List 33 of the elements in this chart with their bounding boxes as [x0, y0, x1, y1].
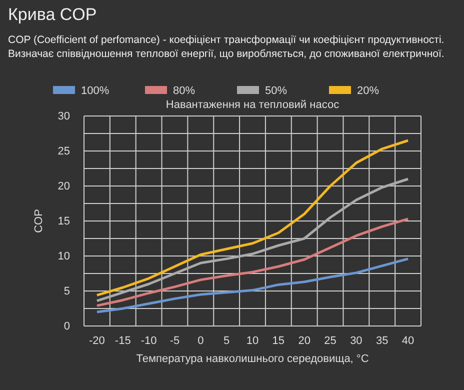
y-tick-label: 5	[64, 286, 70, 298]
x-tick-label: -10	[140, 334, 157, 347]
y-tick-label: 30	[58, 110, 70, 123]
line-series	[96, 258, 410, 314]
x-tick-label: 30	[350, 334, 362, 347]
x-tick-label: 15	[272, 334, 285, 347]
y-tick-label: 0	[64, 320, 70, 333]
legend-label: 20%	[357, 85, 380, 97]
line-series	[96, 139, 410, 296]
x-tick-label: -15	[114, 334, 131, 347]
y-tick-label: 25	[58, 146, 70, 158]
legend-label: 100%	[81, 85, 110, 97]
line-series	[96, 218, 410, 307]
x-tick-label: 40	[402, 334, 414, 347]
x-tick-label: 10	[246, 334, 259, 347]
x-tick-label: 35	[376, 334, 388, 347]
y-tick-label: 10	[58, 250, 70, 263]
x-tick-label: 5	[224, 334, 230, 347]
y-axis-title: COP	[33, 209, 45, 233]
line-series	[96, 178, 410, 302]
legend-title: Навантаження на тепловий насос	[166, 99, 340, 111]
x-axis-title: Температура навколишнього середовища, °C	[136, 353, 369, 365]
chart-subtitle: COP (Coefficient of perfomance) - коефіцієнт трансформації чи коефіцієнт продуктивності. Визначає співвідношення теплової енергії, що виробляється, до споживаної електричної.	[8, 33, 446, 61]
x-tick-label: 20	[298, 334, 310, 347]
x-tick-label: -5	[170, 334, 180, 347]
legend-label: 80%	[173, 85, 196, 97]
x-tick-label: 25	[324, 334, 336, 347]
y-tick-label: 15	[58, 216, 70, 228]
x-tick-label: -20	[89, 334, 105, 347]
x-tick-label: 0	[198, 334, 204, 347]
y-tick-label: 20	[58, 180, 70, 193]
chart-title: Крива COP	[8, 5, 97, 25]
legend-label: 50%	[265, 85, 288, 97]
